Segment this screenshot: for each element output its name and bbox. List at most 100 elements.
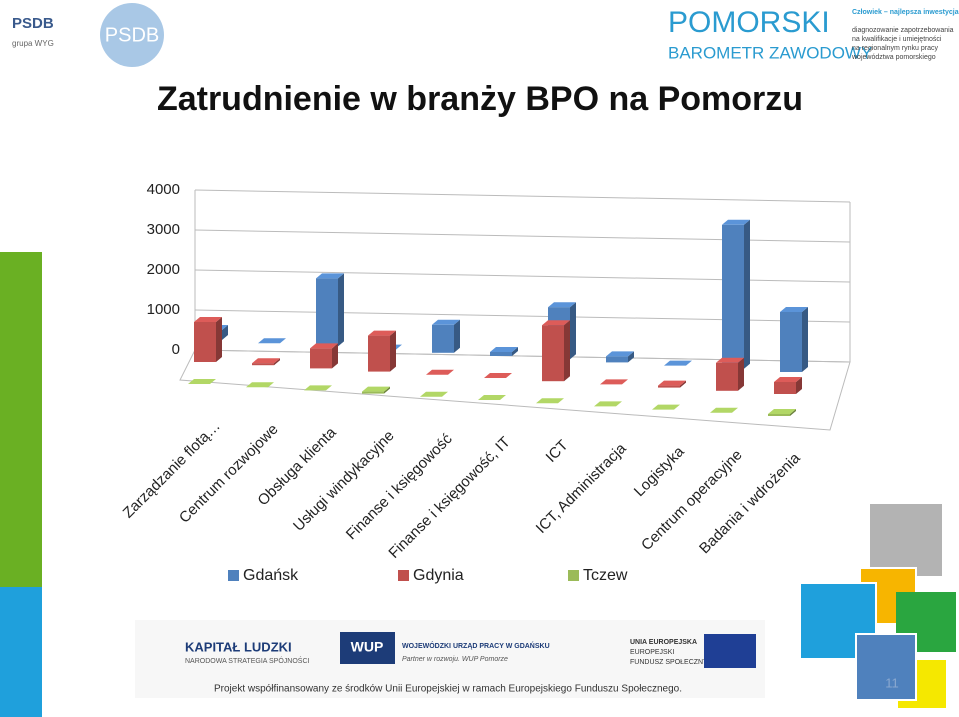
bar-side [338, 273, 344, 347]
bar [304, 385, 332, 391]
bar-top [490, 347, 518, 352]
bar-side [384, 386, 390, 394]
bar-side [390, 330, 396, 372]
bar [768, 414, 790, 416]
logo-text: POMORSKI [668, 6, 830, 39]
bar [426, 369, 454, 375]
bar-top [710, 407, 738, 413]
bar [368, 335, 390, 372]
bar [258, 338, 286, 344]
x-tick-label: Usługi windykacyjne [290, 427, 398, 535]
bar-top [600, 379, 628, 385]
bar [542, 325, 564, 382]
bar [658, 385, 680, 388]
bar [316, 273, 344, 347]
y-tick-label: 1000 [147, 301, 180, 318]
bar-side [570, 302, 576, 360]
deco-square [855, 633, 917, 701]
bar-top [716, 357, 744, 363]
bar [716, 357, 744, 391]
y-tick-label: 2000 [147, 261, 180, 278]
bar [768, 409, 796, 416]
bar-top [432, 319, 460, 325]
bar-side [216, 317, 222, 362]
left-strip [0, 587, 42, 717]
bar-top [258, 338, 286, 344]
bar [252, 358, 280, 366]
footer-logo: WUP [351, 639, 384, 655]
tagline: diagnozowanie zapotrzebowania [852, 27, 954, 34]
bar [310, 343, 338, 369]
footer-logo: NARODOWA STRATEGIA SPÓJNOŚCI [185, 656, 310, 665]
logo-text: PSDB [12, 15, 54, 32]
footer-logo: Partner w rozwoju. WUP Pomorze [402, 656, 508, 663]
x-tick-label: ICT [543, 437, 572, 466]
legend-label: Gdańsk [243, 567, 299, 584]
tagline: Człowiek – najlepsza inwestycja [852, 9, 959, 16]
bar-top [774, 377, 802, 382]
y-tick-label: 3000 [147, 221, 180, 238]
footer-band [135, 620, 765, 698]
bar-top [780, 307, 808, 312]
bar-top [316, 273, 344, 279]
bar-top [768, 409, 796, 414]
bar-top [664, 360, 692, 366]
bar-side [564, 320, 570, 382]
logo-text: PSDB [105, 24, 159, 46]
legend-swatch [398, 570, 409, 581]
bar [490, 352, 512, 356]
bar-top [426, 369, 454, 375]
bar-top [658, 380, 686, 386]
bar [484, 373, 512, 379]
grid-line [194, 189, 851, 203]
legend-label: Gdynia [413, 567, 464, 584]
bar-side [332, 343, 338, 369]
bar [594, 401, 622, 407]
legend-swatch [568, 570, 579, 581]
bar [600, 379, 628, 385]
bar [194, 322, 216, 362]
bar-side [628, 351, 634, 363]
legend-swatch [228, 570, 239, 581]
bar [420, 391, 448, 397]
bar-top [252, 358, 280, 364]
logo-text: grupa WYG [12, 39, 54, 48]
bar [246, 382, 274, 388]
footer-logo-box [340, 632, 395, 664]
bar [542, 320, 570, 382]
bar-top [548, 302, 576, 308]
bar-top [542, 320, 570, 326]
footer-note: Projekt współfinansowany ze środków Unii… [214, 684, 682, 695]
bar-top [606, 351, 634, 357]
bar-side [802, 307, 808, 372]
bar-top [368, 330, 396, 336]
bar-side [512, 347, 518, 356]
bar [252, 363, 274, 366]
bar [780, 307, 808, 372]
bar [774, 377, 802, 394]
bar-side [790, 409, 796, 416]
logo-text: BAROMETR ZAWODOWY [668, 43, 872, 62]
grid-line [194, 309, 851, 323]
logo-badge [100, 3, 164, 67]
deco-square [870, 504, 942, 576]
x-tick-label: Finanse i księgowość [343, 430, 456, 543]
bar [194, 317, 222, 362]
x-tick-label: Badania i wdrożenia [696, 449, 804, 557]
x-tick-label: Centrum operacyjne [638, 446, 746, 554]
bar [658, 380, 686, 388]
bar-side [738, 357, 744, 391]
bar [478, 395, 506, 401]
footer-logo: EUROPEJSKI [630, 649, 674, 656]
bar [664, 360, 692, 366]
bar [606, 351, 634, 363]
bar [722, 224, 744, 369]
bar [716, 362, 738, 391]
eu-flag [704, 634, 756, 668]
tagline: województwa pomorskiego [851, 54, 936, 61]
bar [710, 407, 738, 413]
left-strip [0, 252, 42, 587]
bar [722, 219, 750, 369]
